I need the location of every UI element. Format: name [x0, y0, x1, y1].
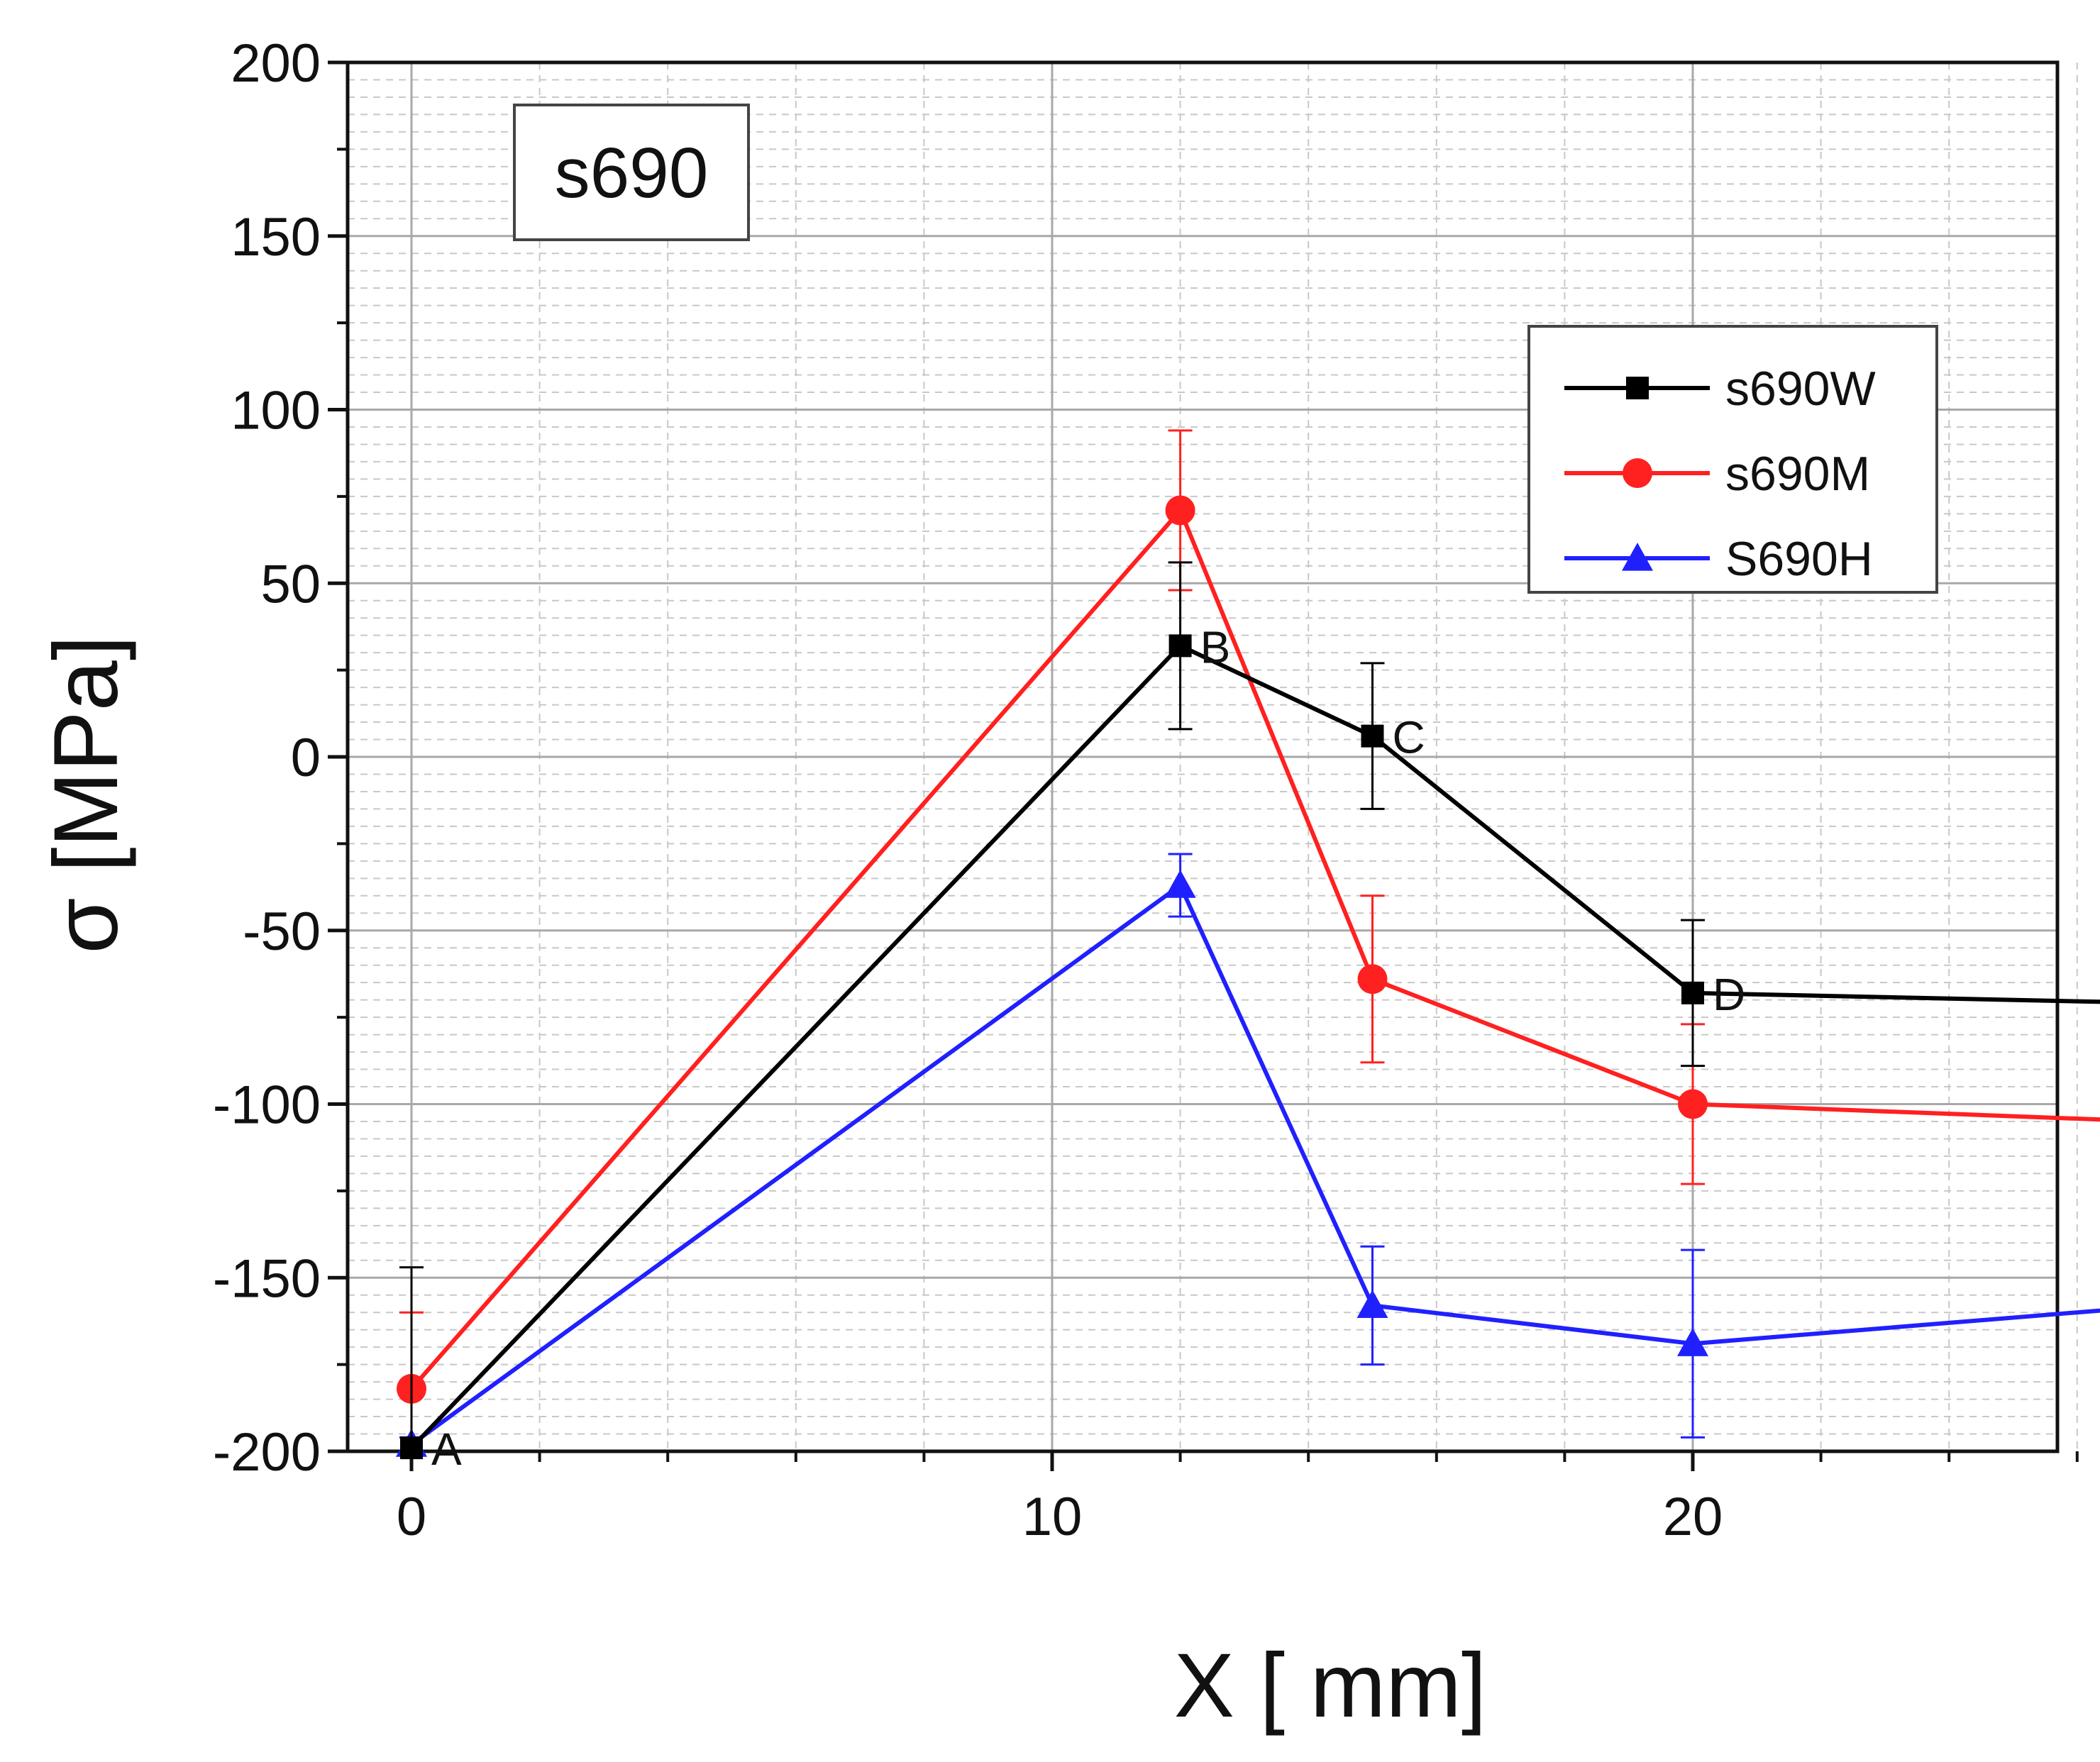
legend-frame [1527, 325, 1938, 594]
y-tick-label: 50 [260, 554, 321, 614]
data-point [1168, 634, 1192, 658]
legend-marker [1622, 543, 1653, 571]
legend-entry-s690M: s690M [1564, 447, 1870, 501]
legend-label: s690W [1725, 362, 1876, 416]
legend-label: s690M [1725, 447, 1870, 501]
data-point [400, 1436, 423, 1460]
series-layer: ABCDEFG [396, 429, 2100, 1475]
data-point [1677, 1328, 1708, 1356]
point-label: C [1393, 712, 1425, 763]
x-tick-label: 0 [397, 1487, 426, 1547]
y-tick-label: 0 [291, 728, 321, 788]
data-point [1357, 964, 1388, 994]
legend-marker [1626, 377, 1649, 399]
y-axis-title: σ [MPa] [35, 636, 137, 954]
y-tick-label: 200 [231, 33, 321, 94]
data-point [1165, 495, 1195, 526]
legend-label: S690H [1725, 532, 1873, 586]
series-s690W: ABCDEFG [399, 561, 2100, 1475]
chart-title: s690 [555, 133, 709, 213]
y-tick-label: -150 [213, 1248, 321, 1309]
y-tick-label: 100 [231, 381, 321, 441]
title-box: s690 [513, 104, 750, 241]
tick-labels: -200-150-100-5005010015020001020304050 [213, 33, 1723, 1547]
x-tick-label: 10 [1022, 1487, 1083, 1547]
y-tick-label: -200 [213, 1422, 321, 1483]
data-point [1681, 981, 1704, 1004]
point-label: A [431, 1424, 462, 1475]
data-point [1164, 870, 1196, 898]
point-label: B [1200, 621, 1231, 672]
legend-entry-s690W: s690W [1564, 362, 1876, 416]
y-tick-label: 150 [231, 207, 321, 267]
data-point [1361, 724, 1384, 748]
legend: s690W s690M S690H [1527, 325, 1938, 594]
legend-marker [1623, 458, 1652, 488]
y-tick-label: -50 [243, 902, 321, 962]
legend-entry-S690H: S690H [1564, 532, 1873, 586]
series-S690H [396, 853, 2100, 1457]
point-label: D [1713, 969, 1745, 1020]
y-tick-label: -100 [213, 1075, 321, 1136]
data-point [1356, 1290, 1388, 1319]
data-point [1678, 1089, 1708, 1119]
x-axis-title: X [ mm] [1174, 1635, 1487, 1736]
x-tick-label: 20 [1663, 1487, 1723, 1547]
